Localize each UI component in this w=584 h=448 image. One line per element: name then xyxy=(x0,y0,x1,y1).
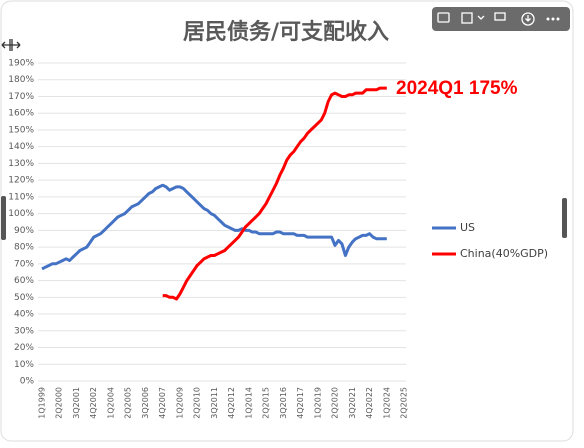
x-tick-label: 3Q2021 xyxy=(348,387,357,419)
y-tick-label: 30% xyxy=(14,326,34,336)
y-tick-label: 120% xyxy=(8,176,34,186)
x-tick-label: 3Q2011 xyxy=(210,387,219,419)
y-tick-label: 110% xyxy=(8,192,34,202)
x-tick-label: 1Q2014 xyxy=(244,387,253,419)
caption-button[interactable] xyxy=(494,12,506,21)
layout-button[interactable] xyxy=(461,12,473,24)
y-tick-label: 50% xyxy=(14,293,34,303)
x-tick-label: 4Q2022 xyxy=(365,387,374,419)
scroll-handle xyxy=(562,198,567,238)
x-tick-label: 1Q2024 xyxy=(382,387,391,419)
chart-title: 居民债务/可支配收入 xyxy=(183,19,389,45)
comment-button[interactable] xyxy=(437,12,450,23)
x-tick-label: 3Q2016 xyxy=(279,387,288,419)
x-tick-label: 2Q2025 xyxy=(400,387,409,419)
y-tick-label: 160% xyxy=(8,109,34,119)
card xyxy=(0,0,574,442)
x-tick-label: 4Q2007 xyxy=(158,387,167,419)
x-tick-label: 3Q2006 xyxy=(141,387,150,419)
y-tick-label: 90% xyxy=(14,226,34,236)
annotation: 2024Q1 175% xyxy=(396,78,518,99)
x-tick-label: 2Q2010 xyxy=(193,387,202,419)
y-tick-label: 40% xyxy=(14,310,34,320)
toolbar xyxy=(432,7,570,31)
y-tick-label: 130% xyxy=(8,159,34,169)
x-tick-label: 1Q2019 xyxy=(313,387,322,419)
y-tick-label: 80% xyxy=(14,243,34,253)
y-tick-label: 150% xyxy=(8,125,34,135)
x-tick-label: 2Q2020 xyxy=(331,387,340,419)
x-tick-label: 1Q2004 xyxy=(106,387,115,419)
y-tick-label: 0% xyxy=(20,377,35,387)
x-tick-label: 2Q2015 xyxy=(262,387,271,419)
x-tick-label: 2Q2000 xyxy=(55,387,64,419)
legend-label: China(40%GDP) xyxy=(460,247,548,260)
x-tick-label: 3Q2001 xyxy=(72,387,81,419)
y-tick-label: 140% xyxy=(8,142,34,152)
x-tick-label: 4Q2002 xyxy=(89,387,98,419)
line-series xyxy=(41,183,387,271)
y-tick-label: 180% xyxy=(8,75,34,85)
x-tick-label: 1Q1999 xyxy=(38,387,47,419)
y-tick-label: 190% xyxy=(8,59,34,69)
resize-icon xyxy=(1,39,21,51)
x-tick-label: 4Q2012 xyxy=(227,387,236,419)
y-tick-label: 60% xyxy=(14,276,34,286)
y-tick-label: 10% xyxy=(14,360,34,370)
x-tick-label: 2Q2005 xyxy=(124,387,133,419)
download-button[interactable] xyxy=(521,12,535,26)
x-tick-label: 1Q2009 xyxy=(175,387,184,419)
dropdown[interactable] xyxy=(477,15,485,20)
legend-label: US xyxy=(460,221,475,234)
y-tick-label: 100% xyxy=(8,209,34,219)
x-tick-label: 4Q2017 xyxy=(296,387,305,419)
y-tick-label: 20% xyxy=(14,343,34,353)
y-tick-label: 70% xyxy=(14,259,34,269)
more-button[interactable] xyxy=(546,17,560,21)
scroll-handle xyxy=(1,196,6,240)
line-series xyxy=(162,86,387,301)
y-tick-label: 170% xyxy=(8,92,34,102)
